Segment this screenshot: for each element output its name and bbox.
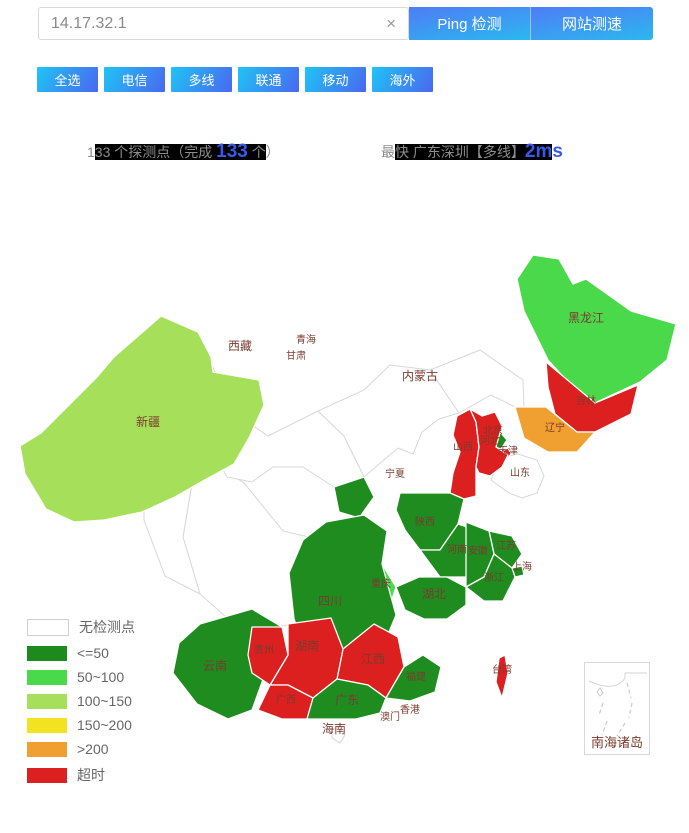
svg-text:福建: 福建 [406,670,426,683]
svg-text:湖北: 湖北 [422,586,446,601]
svg-text:安徽: 安徽 [468,544,488,557]
svg-text:澳门: 澳门 [380,710,400,723]
svg-text:上海: 上海 [512,560,532,573]
svg-text:台湾: 台湾 [492,663,512,676]
svg-text:辽宁: 辽宁 [545,421,565,434]
svg-text:海南: 海南 [322,721,346,736]
svg-text:新疆: 新疆 [136,414,160,429]
svg-text:江西: 江西 [361,652,385,666]
svg-text:湖南: 湖南 [295,638,319,653]
svg-text:陕西: 陕西 [415,515,435,528]
svg-text:山东: 山东 [510,466,530,479]
svg-text:河北: 河北 [480,435,500,447]
svg-text:河南: 河南 [447,543,467,556]
svg-text:山西: 山西 [453,441,473,453]
svg-text:浙江: 浙江 [484,572,504,584]
svg-text:四川: 四川 [318,594,342,608]
svg-text:广西: 广西 [276,694,296,706]
svg-text:重庆: 重庆 [371,577,391,590]
svg-text:天津: 天津 [498,445,518,457]
svg-text:江苏: 江苏 [496,539,516,552]
svg-text:青海: 青海 [296,333,316,346]
svg-text:黑龙江: 黑龙江 [568,311,604,325]
svg-text:内蒙古: 内蒙古 [402,368,438,383]
svg-text:宁夏: 宁夏 [385,467,405,480]
svg-text:广东: 广东 [335,693,359,707]
svg-text:西藏: 西藏 [228,339,252,353]
svg-text:香港: 香港 [400,704,420,716]
svg-text:吉林: 吉林 [576,394,596,407]
svg-text:贵州: 贵州 [254,643,274,656]
svg-text:云南: 云南 [203,658,227,673]
svg-text:甘肃: 甘肃 [286,349,306,362]
